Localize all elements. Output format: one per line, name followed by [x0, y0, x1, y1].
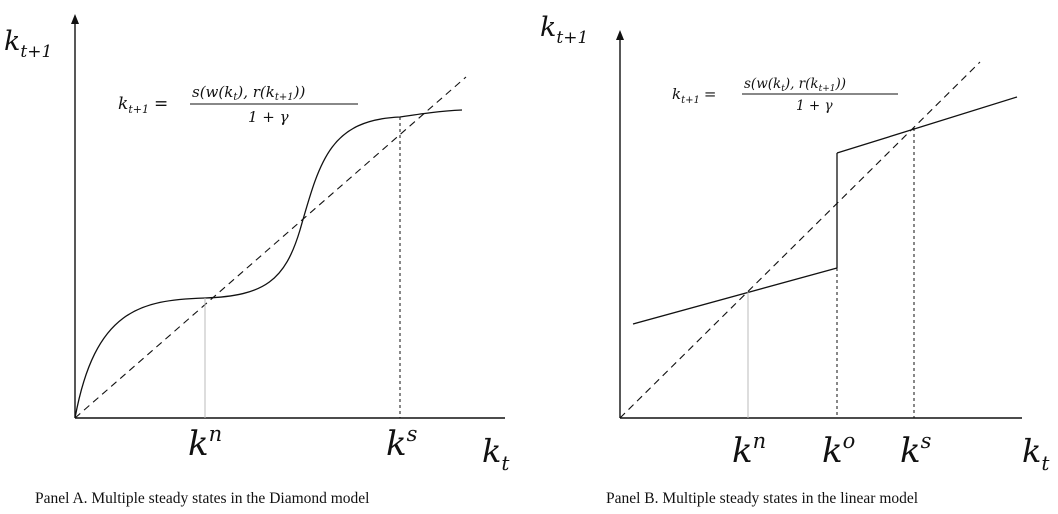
panel-b: kt+1 kt kt+1 = s(w(kt), r(kt+1)) 1 + γ kn…: [540, 12, 1050, 507]
svg-text:1 + γ: 1 + γ: [248, 108, 289, 126]
panel-b-lower-segment: [632, 267, 838, 325]
panel-a-y-label: kt+1: [4, 26, 52, 62]
svg-text:kt+1=: kt+1 =: [672, 85, 716, 106]
panel-a: kt+1 kt kt+1 = s(w(kt), r(kt+1)) 1 + γ kn…: [4, 14, 510, 507]
svg-text:kt+1=: kt+1 =: [118, 94, 168, 116]
panel-b-y-label: kt+1: [540, 12, 588, 48]
panel-b-x-label: kt: [1022, 432, 1050, 475]
panel-b-tick-kn: kn: [732, 429, 766, 471]
panel-a-x-label: kt: [482, 432, 510, 475]
panel-b-tick-ks: ks: [900, 429, 932, 471]
panel-a-tick-kn: kn: [188, 422, 222, 464]
panel-b-tick-ko: ko: [822, 429, 855, 471]
panel-b-equation: kt+1 = s(w(kt), r(kt+1)) 1 + γ: [672, 76, 898, 114]
svg-text:s(w(kt), r(kt+1)): s(w(kt), r(kt+1)): [192, 83, 305, 103]
panel-a-caption: Panel A. Multiple steady states in the D…: [35, 490, 370, 507]
panel-a-tick-ks: ks: [386, 422, 418, 464]
panel-a-equation: kt+1 = s(w(kt), r(kt+1)) 1 + γ: [118, 83, 358, 126]
panel-b-caption: Panel B. Multiple steady states in the l…: [606, 490, 918, 507]
svg-text:1 + γ: 1 + γ: [796, 98, 833, 114]
panel-a-45-line: [74, 76, 467, 419]
panel-b-y-arrow: [616, 30, 624, 40]
panel-a-s-curve: [74, 109, 463, 419]
panel-b-45-line: [619, 61, 981, 419]
panel-b-upper-segment: [836, 96, 1018, 154]
panel-a-y-arrow: [71, 14, 79, 24]
svg-text:s(w(kt), r(kt+1)): s(w(kt), r(kt+1)): [744, 76, 846, 94]
